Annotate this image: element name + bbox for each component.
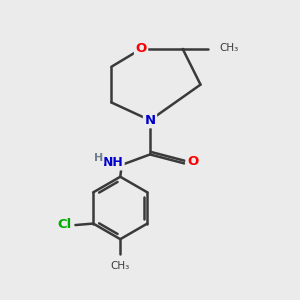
Text: CH₃: CH₃ [219, 44, 238, 53]
Text: O: O [187, 155, 198, 168]
Text: CH₃: CH₃ [111, 261, 130, 271]
Text: NH: NH [103, 156, 123, 169]
Text: O: O [136, 42, 147, 56]
Text: H: H [94, 153, 103, 163]
Text: Cl: Cl [57, 218, 71, 231]
Text: N: N [144, 114, 156, 127]
